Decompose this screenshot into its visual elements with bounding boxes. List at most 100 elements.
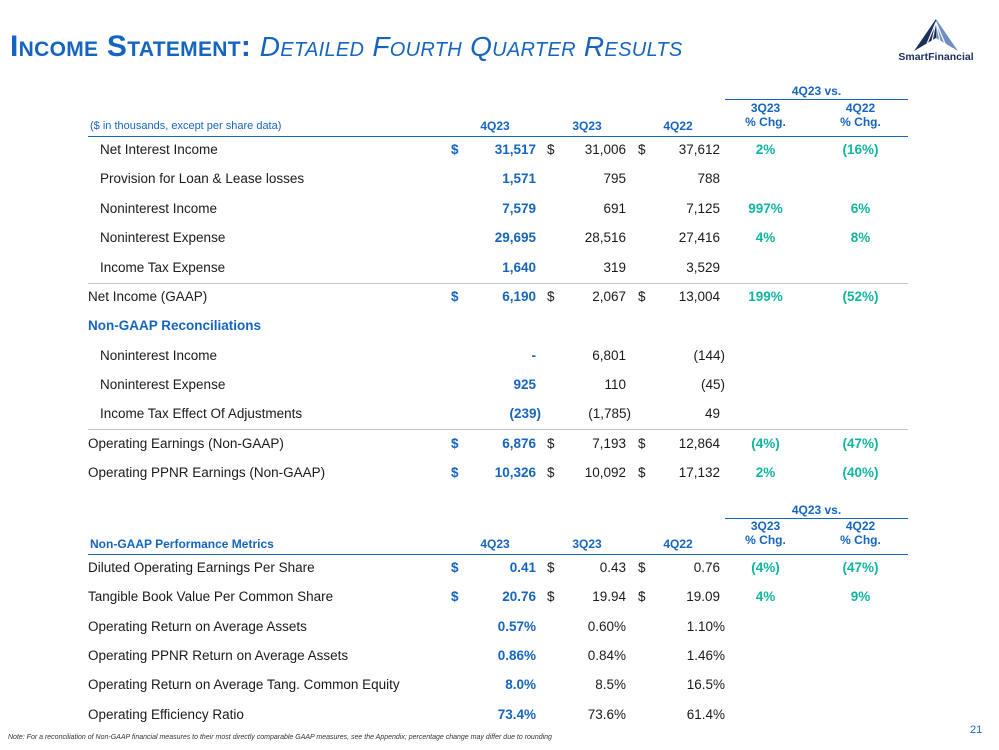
row-label: Noninterest Expense [100,377,226,392]
table1-col-3q23: 3Q23 [572,119,602,133]
row-label: Operating Efficiency Ratio [88,707,244,722]
value-3q23: 8.5% [595,677,626,692]
table-row: Noninterest Income 7,579 691 7,125 997% 6… [88,201,908,223]
row-label: Operating Return on Average Tang. Common… [88,677,400,692]
section-heading-row: Non-GAAP Reconciliations [88,318,908,340]
value-4q22: (45) [700,377,725,392]
currency-sign: $ [451,560,459,575]
pct-change-3q23: 4% [755,589,776,604]
table1-pct-col-1: 3Q23 % Chg. [745,101,786,129]
company-logo: SmartFinancial [884,18,988,66]
value-3q23: 7,193 [592,436,626,451]
table1-header-rule [88,136,908,137]
currency-sign: $ [451,465,459,480]
value-4q22: 37,612 [678,142,720,157]
row-label: Diluted Operating Earnings Per Share [88,560,315,575]
value-4q22: 17,132 [678,465,720,480]
pct-change-4q22: (16%) [842,142,879,157]
currency-sign: $ [547,589,555,604]
value-4q23: 29,695 [494,230,536,245]
value-4q23: 8.0% [505,677,536,692]
currency-sign: $ [547,436,555,451]
pct-change-4q22: 9% [850,589,871,604]
value-4q23: 0.57% [497,619,536,634]
pct-change-4q22: 6% [850,201,871,216]
value-3q23: 319 [603,260,626,275]
table-row: Noninterest Expense 925 110 (45) [88,377,908,399]
row-separator [88,283,908,284]
row-label: Non-GAAP Reconciliations [88,318,262,333]
row-label: Tangible Book Value Per Common Share [88,589,334,604]
value-4q22: 16.5% [686,677,725,692]
row-label: Net Interest Income [100,142,218,157]
table-row: Net Interest Income $31,517 $31,006 $37,… [88,142,908,164]
value-3q23: 28,516 [584,230,626,245]
value-4q23: 6,190 [502,289,536,304]
table1-col-4q23: 4Q23 [480,119,510,133]
value-3q23: 6,801 [592,348,626,363]
value-4q23: 6,876 [502,436,536,451]
table-row: Income Tax Expense 1,640 319 3,529 [88,260,908,282]
currency-sign: $ [547,289,555,304]
value-3q23: 0.43 [599,560,626,575]
value-3q23: 795 [603,171,626,186]
page-title: Income Statement: Detailed Fourth Quarte… [10,30,683,64]
table-row: Operating Return on Average Assets 0.57%… [88,619,908,641]
value-4q23: 73.4% [497,707,536,722]
table2-col-3q23: 3Q23 [572,537,602,551]
row-label: Operating PPNR Earnings (Non-GAAP) [88,465,326,480]
pct-change-3q23: 997% [748,201,783,216]
currency-sign: $ [638,465,646,480]
value-4q22: 19.09 [686,589,720,604]
table1-pct-col-2: 4Q22 % Chg. [840,101,881,129]
row-label: Noninterest Income [100,201,218,216]
table2-col-4q23: 4Q23 [480,537,510,551]
row-label: Operating Return on Average Assets [88,619,307,634]
currency-sign: $ [547,560,555,575]
value-4q23: 0.86% [497,648,536,663]
row-label: Noninterest Expense [100,230,226,245]
table2-title: Non-GAAP Performance Metrics [90,537,274,551]
table-row: Operating PPNR Earnings (Non-GAAP) $10,3… [88,465,908,487]
pct-change-4q22: (47%) [842,560,879,575]
table-row: Noninterest Income - 6,801 (144) [88,348,908,370]
pct-change-3q23: 2% [755,465,776,480]
currency-sign: $ [638,589,646,604]
value-4q23: 925 [513,377,536,392]
value-4q22: 27,416 [678,230,720,245]
pct-change-4q22: (52%) [842,289,879,304]
table-row: Net Income (GAAP) $6,190 $2,067 $13,004 … [88,289,908,311]
value-4q22: 7,125 [686,201,720,216]
pct-change-3q23: (4%) [751,436,780,451]
table2-col-4q22: 4Q22 [663,537,693,551]
currency-sign: $ [451,289,459,304]
table2-header-rule [88,554,908,555]
value-4q22: 12,864 [678,436,720,451]
table1-group-header: 4Q23 vs. [725,84,908,100]
value-3q23: 73.6% [587,707,626,722]
table-row: Income Tax Effect Of Adjustments (239) (… [88,406,908,428]
table1-note: ($ in thousands, except per share data) [90,120,282,132]
currency-sign: $ [638,436,646,451]
table-row: Tangible Book Value Per Common Share $20… [88,589,908,611]
pct-change-3q23: 199% [748,289,783,304]
currency-sign: $ [547,465,555,480]
value-4q22: 1.46% [686,648,725,663]
logo-mark-icon [914,19,958,52]
value-4q23: - [531,348,537,363]
currency-sign: $ [451,589,459,604]
value-4q23: 1,571 [502,171,536,186]
value-4q22: 61.4% [686,707,725,722]
value-4q22: 49 [704,406,720,421]
pct-change-4q22: (47%) [842,436,879,451]
row-label: Operating PPNR Return on Average Assets [88,648,349,663]
row-label: Net Income (GAAP) [88,289,208,304]
table-row: Operating Efficiency Ratio 73.4% 73.6% 6… [88,707,908,729]
table2-group-header: 4Q23 vs. [725,503,908,519]
logo-text: SmartFinancial [898,51,974,63]
pct-change-4q22: (40%) [842,465,879,480]
table-row: Noninterest Expense 29,695 28,516 27,416… [88,230,908,252]
row-label: Noninterest Income [100,348,218,363]
title-subtitle: Detailed Fourth Quarter Results [259,31,683,62]
value-4q23: 7,579 [502,201,536,216]
